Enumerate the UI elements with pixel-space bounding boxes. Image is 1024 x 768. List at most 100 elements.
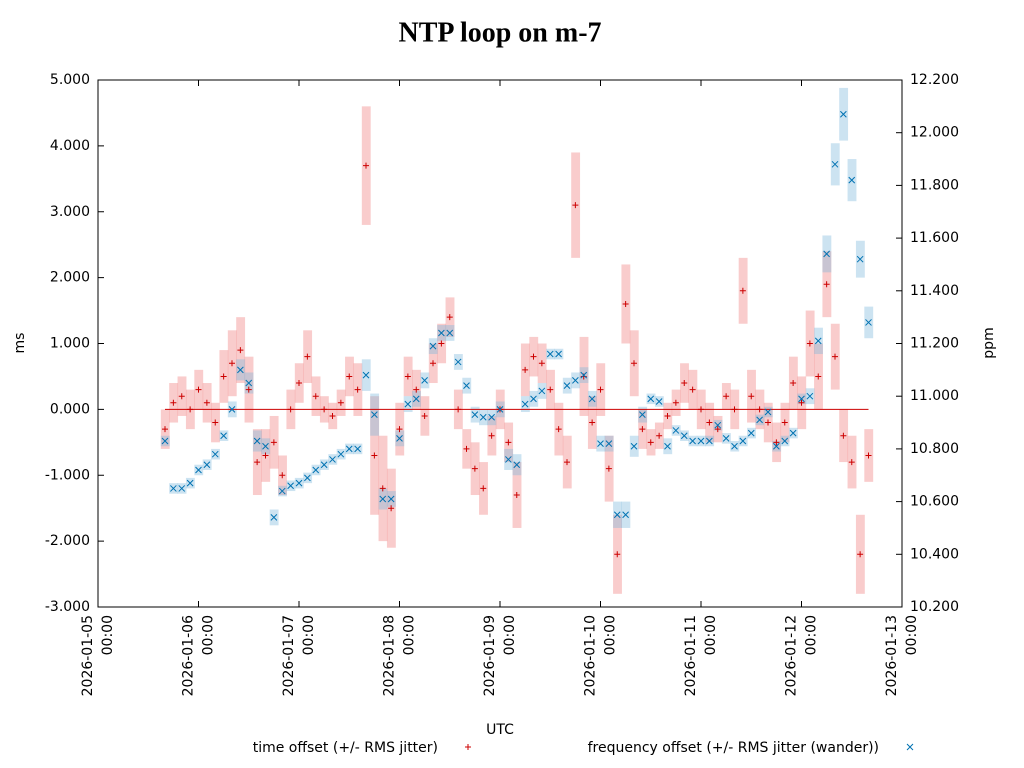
- data-point: [731, 406, 738, 413]
- data-point: [580, 371, 588, 379]
- data-point: [538, 360, 545, 367]
- data-point: [178, 485, 186, 492]
- data-point: [329, 456, 336, 463]
- y-tick-label: 4.000: [50, 138, 90, 154]
- x-tick-label: 2026-01-11 00:00: [683, 615, 719, 696]
- data-point: [505, 456, 512, 463]
- data-point: [363, 162, 369, 169]
- data-point: [731, 442, 738, 450]
- data-point: [220, 432, 227, 440]
- data-point: [220, 373, 227, 380]
- data-point: [555, 426, 562, 433]
- data-point: [203, 461, 211, 469]
- data-point: [429, 342, 437, 350]
- y-axis-label: ms: [12, 333, 28, 354]
- data-point: [455, 406, 462, 413]
- data-point: [848, 176, 856, 184]
- data-point: [639, 411, 646, 418]
- data-point: [815, 373, 822, 380]
- data-point: [723, 393, 730, 400]
- data-point: [789, 429, 797, 437]
- data-point: [337, 450, 345, 458]
- x-tick-label: 2026-01-13 00:00: [884, 615, 920, 696]
- data-point: [270, 439, 277, 446]
- x-axis-label: UTC: [486, 722, 514, 738]
- data-point: [521, 400, 529, 408]
- y-tick-label: 2.000: [50, 270, 90, 286]
- data-point: [564, 459, 570, 466]
- data-point: [538, 387, 546, 395]
- data-point: [287, 482, 294, 490]
- y2-tick-label: 12.000: [910, 125, 959, 141]
- data-point: [321, 406, 328, 413]
- data-point: [814, 337, 822, 345]
- data-point: [631, 360, 637, 367]
- y2-tick-label: 10.400: [910, 546, 959, 562]
- data-point: [806, 340, 813, 347]
- data-point: [530, 395, 537, 403]
- data-point: [664, 412, 671, 419]
- y2-tick-label: 11.000: [910, 388, 959, 404]
- data-point: [203, 399, 210, 406]
- y2-tick-label: 11.800: [910, 177, 959, 193]
- data-point: [480, 485, 487, 492]
- data-point: [680, 432, 688, 440]
- data-point: [697, 437, 705, 445]
- data-point: [547, 386, 554, 393]
- data-point: [756, 416, 763, 424]
- data-point: [848, 459, 855, 466]
- data-point: [253, 437, 261, 445]
- data-point: [320, 461, 328, 469]
- data-point: [622, 300, 629, 307]
- data-point: [823, 250, 830, 258]
- data-point: [865, 319, 872, 326]
- data-point: [764, 408, 772, 416]
- y2-tick-label: 10.800: [910, 441, 959, 457]
- data-point: [245, 386, 252, 393]
- y-tick-label: -2.000: [45, 533, 90, 549]
- data-point: [287, 406, 294, 413]
- x-tick-label: 2026-01-06 00:00: [181, 615, 217, 696]
- data-point: [513, 461, 521, 469]
- data-point: [413, 386, 420, 393]
- y-tick-label: -3.000: [45, 599, 90, 615]
- y2-tick-label: 11.200: [910, 336, 959, 352]
- data-point: [706, 419, 713, 426]
- y-tick-label: 5.000: [50, 72, 90, 88]
- data-point: [714, 426, 721, 433]
- y2-tick-label: 10.600: [910, 494, 959, 510]
- data-point: [798, 399, 805, 406]
- data-point: [706, 437, 713, 445]
- y2-tick-label: 12.200: [910, 72, 959, 88]
- data-point: [371, 452, 378, 459]
- data-point: [421, 377, 428, 384]
- data-point: [354, 445, 361, 453]
- data-point: [404, 400, 412, 408]
- data-point: [161, 437, 169, 445]
- data-point: [371, 411, 378, 418]
- data-point: [831, 160, 839, 168]
- data-point: [681, 380, 688, 387]
- data-point: [790, 380, 797, 387]
- y-tick-label: 0.000: [50, 401, 90, 417]
- y2-tick-label: 10.200: [910, 599, 959, 615]
- data-point: [722, 435, 730, 442]
- data-point: [563, 382, 571, 390]
- data-point: [446, 314, 453, 321]
- data-point: [354, 386, 361, 393]
- data-point: [589, 419, 596, 426]
- y-tick-label: -1.000: [45, 467, 90, 483]
- data-point: [856, 255, 864, 263]
- data-point: [388, 505, 395, 512]
- legend-marker: [906, 743, 914, 751]
- data-point: [546, 350, 554, 358]
- data-point: [329, 412, 336, 419]
- data-point: [471, 465, 478, 472]
- data-point: [605, 440, 613, 447]
- data-point: [857, 551, 864, 558]
- data-point: [396, 435, 403, 442]
- legend-label: time offset (+/- RMS jitter): [253, 740, 438, 756]
- data-point: [806, 392, 814, 400]
- data-point: [773, 439, 780, 446]
